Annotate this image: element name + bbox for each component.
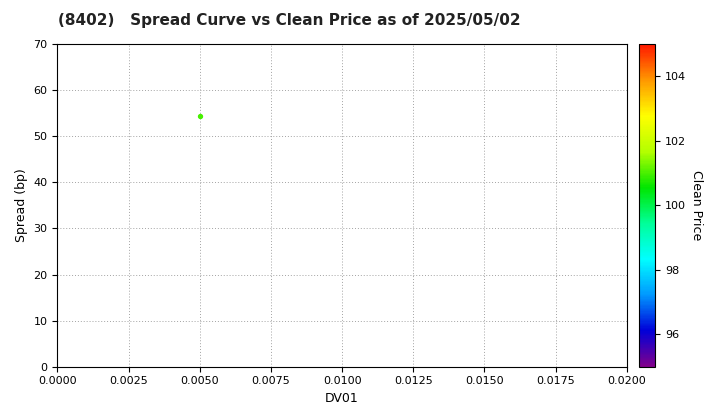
Point <box>194 112 205 119</box>
Text: (8402)   Spread Curve vs Clean Price as of 2025/05/02: (8402) Spread Curve vs Clean Price as of… <box>58 13 521 28</box>
X-axis label: DV01: DV01 <box>325 392 359 405</box>
Y-axis label: Clean Price: Clean Price <box>690 171 703 241</box>
Y-axis label: Spread (bp): Spread (bp) <box>15 168 28 242</box>
